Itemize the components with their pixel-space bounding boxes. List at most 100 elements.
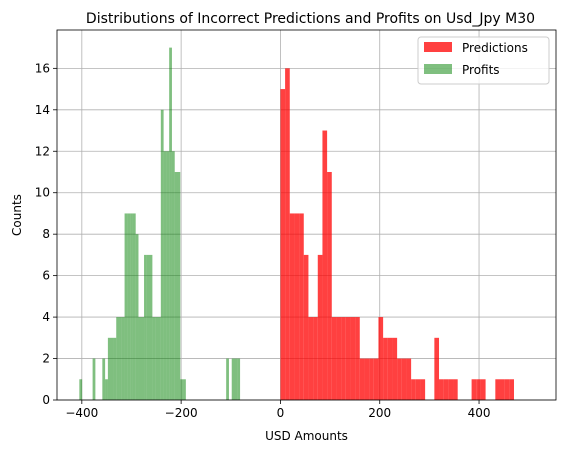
bar-predictions bbox=[331, 317, 337, 400]
bar-predictions bbox=[471, 379, 477, 400]
bar-profits bbox=[146, 254, 153, 400]
bar-predictions bbox=[448, 379, 454, 400]
bar-profits bbox=[144, 254, 147, 400]
legend-swatch-predictions bbox=[424, 42, 452, 52]
y-tick-label: 0 bbox=[42, 393, 50, 407]
bar-profits bbox=[107, 337, 114, 400]
bar-profits bbox=[177, 171, 181, 400]
bar-predictions bbox=[327, 171, 332, 400]
bar-predictions bbox=[495, 379, 500, 400]
bar-profits bbox=[113, 337, 117, 400]
bar-profits bbox=[169, 47, 172, 400]
bar-predictions bbox=[369, 358, 374, 400]
bar-profits bbox=[127, 213, 131, 400]
bar-predictions bbox=[336, 317, 342, 400]
bar-profits bbox=[102, 358, 106, 400]
bar-profits bbox=[130, 213, 133, 400]
bar-profits bbox=[135, 234, 139, 400]
y-axis-label: Counts bbox=[10, 194, 24, 236]
bar-predictions bbox=[415, 379, 421, 400]
bar-predictions bbox=[392, 337, 398, 400]
y-axis-ticks: 0 2 4 6 8 10 12 14 16 bbox=[35, 61, 57, 407]
bar-profits bbox=[160, 109, 164, 400]
bar-profits bbox=[119, 317, 122, 400]
bar-profits bbox=[166, 151, 170, 400]
bar-profits bbox=[171, 151, 175, 400]
bar-predictions bbox=[317, 254, 323, 400]
bar-profits bbox=[132, 213, 136, 400]
bar-profits bbox=[180, 379, 184, 400]
legend-label-profits: Profits bbox=[462, 63, 500, 77]
x-tick-label: −200 bbox=[165, 406, 198, 420]
bar-predictions bbox=[401, 358, 407, 400]
bar-predictions bbox=[280, 89, 286, 401]
bar-profits bbox=[183, 379, 186, 400]
x-axis-label: USD Amounts bbox=[265, 429, 348, 443]
bar-profits bbox=[138, 317, 145, 400]
bar-profits bbox=[124, 213, 128, 400]
bar-profits bbox=[121, 317, 125, 400]
bar-predictions bbox=[345, 317, 351, 400]
bar-predictions bbox=[443, 379, 449, 400]
bar-profits bbox=[234, 358, 238, 400]
histogram-bars bbox=[79, 47, 514, 401]
bar-profits bbox=[155, 317, 161, 400]
y-tick-label: 4 bbox=[42, 310, 50, 324]
y-tick-label: 8 bbox=[42, 227, 50, 241]
bar-predictions bbox=[364, 358, 370, 400]
bar-predictions bbox=[341, 317, 346, 400]
bar-predictions bbox=[378, 317, 384, 400]
legend-label-predictions: Predictions bbox=[462, 41, 528, 55]
bar-predictions bbox=[350, 317, 356, 400]
bar-predictions bbox=[359, 358, 365, 400]
bar-predictions bbox=[285, 68, 290, 400]
bar-predictions bbox=[355, 317, 360, 400]
bar-predictions bbox=[289, 213, 295, 400]
y-tick-label: 2 bbox=[42, 352, 50, 366]
bar-predictions bbox=[299, 213, 304, 400]
bar-predictions bbox=[480, 379, 486, 400]
bar-predictions bbox=[420, 379, 426, 400]
plot-frame bbox=[56, 29, 557, 401]
bar-profits bbox=[163, 151, 167, 400]
bar-predictions bbox=[499, 379, 505, 400]
bar-predictions bbox=[387, 337, 393, 400]
y-tick-label: 10 bbox=[35, 186, 50, 200]
y-tick-label: 6 bbox=[42, 269, 50, 283]
y-tick-label: 12 bbox=[35, 144, 50, 158]
y-tick-label: 16 bbox=[35, 61, 50, 75]
bar-predictions bbox=[303, 254, 309, 400]
bar-predictions bbox=[434, 337, 440, 400]
legend-swatch-profits bbox=[424, 64, 452, 74]
x-tick-label: 0 bbox=[277, 406, 285, 420]
bar-profits bbox=[105, 379, 108, 400]
bar-profits bbox=[226, 358, 229, 400]
bar-predictions bbox=[294, 213, 300, 400]
bar-predictions bbox=[406, 358, 412, 400]
x-axis-ticks: −400 −200 0 200 400 bbox=[65, 400, 490, 420]
bar-profits bbox=[231, 358, 235, 400]
x-tick-label: −400 bbox=[65, 406, 98, 420]
x-tick-label: 200 bbox=[368, 406, 391, 420]
bar-profits bbox=[79, 379, 83, 400]
bar-profits bbox=[237, 358, 241, 400]
bar-predictions bbox=[439, 379, 444, 400]
bar-profits bbox=[116, 317, 120, 400]
chart-title: Distributions of Incorrect Predictions a… bbox=[86, 11, 535, 27]
bar-predictions bbox=[411, 379, 416, 400]
bar-predictions bbox=[383, 337, 388, 400]
legend: Predictions Profits bbox=[417, 36, 550, 85]
bar-predictions bbox=[373, 358, 379, 400]
bar-predictions bbox=[504, 379, 510, 400]
bar-profits bbox=[92, 358, 96, 400]
x-tick-label: 400 bbox=[468, 406, 491, 420]
bar-predictions bbox=[322, 130, 328, 400]
bar-predictions bbox=[453, 379, 458, 400]
bar-predictions bbox=[313, 317, 318, 400]
bar-predictions bbox=[476, 379, 481, 400]
y-tick-label: 14 bbox=[35, 103, 50, 117]
bar-predictions bbox=[308, 317, 314, 400]
bar-profits bbox=[152, 317, 156, 400]
bar-predictions bbox=[509, 379, 514, 400]
